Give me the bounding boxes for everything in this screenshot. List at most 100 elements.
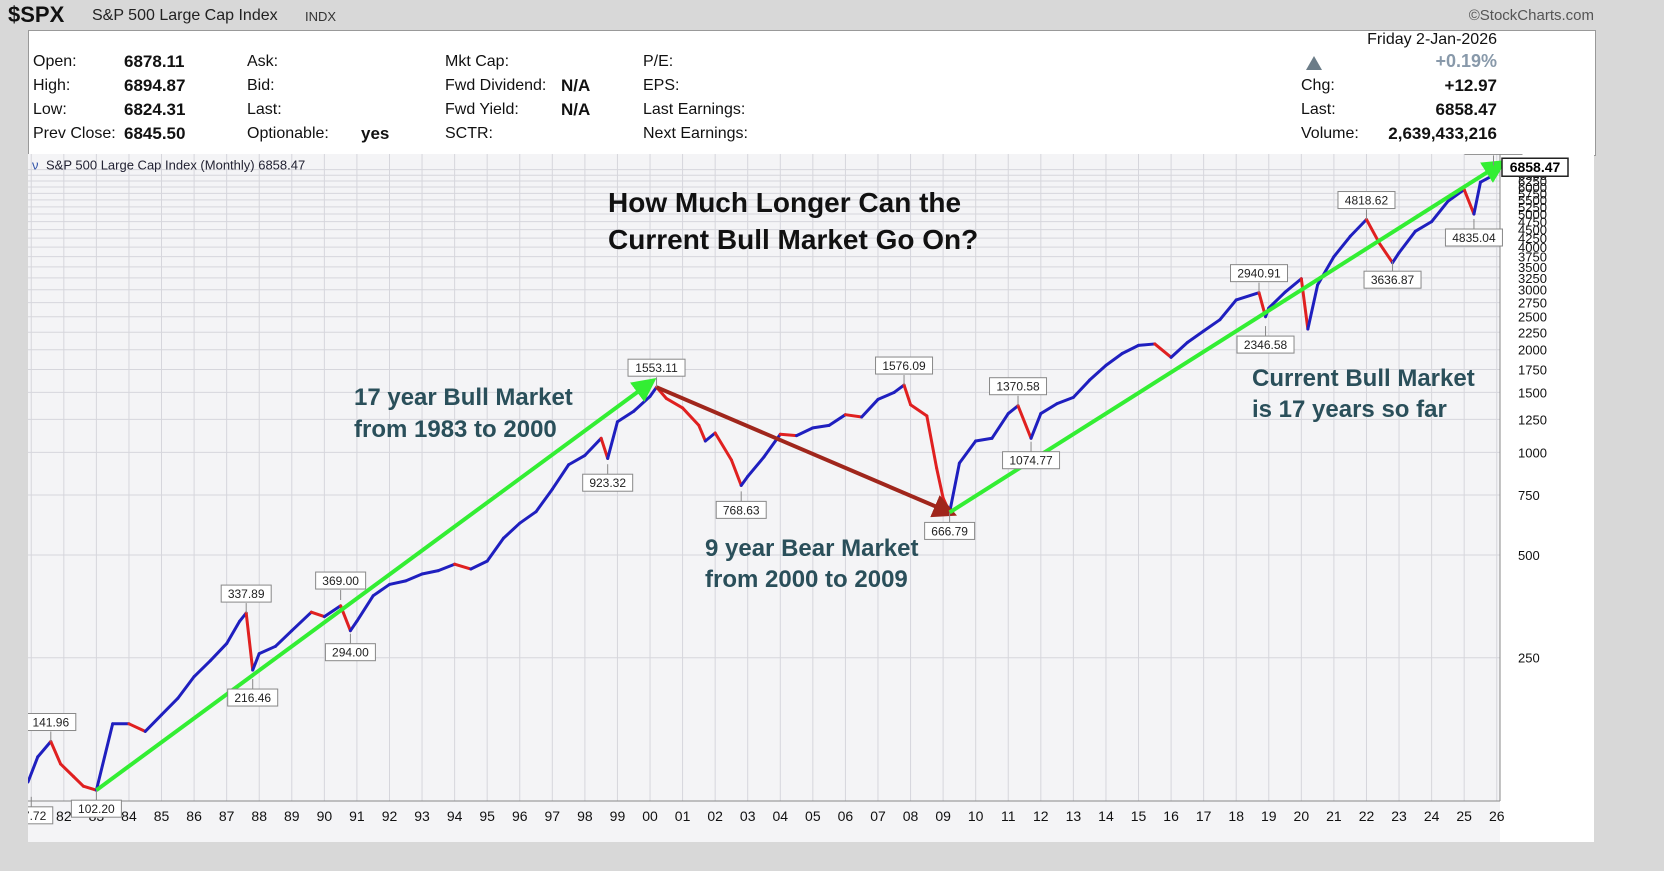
high-value: 6894.87 bbox=[124, 76, 186, 95]
x-tick-label: 85 bbox=[154, 808, 170, 824]
quote-panel: Open: 6878.11 High: 6894.87 Low: 6824.31… bbox=[28, 30, 1596, 156]
callout: 2346.58 bbox=[1236, 326, 1295, 354]
callout: 102.20 bbox=[70, 790, 122, 818]
callout-label: 97.72 bbox=[28, 809, 47, 823]
chart-area: 250 500 750 1000 1250 1500 1750 2000 2250 2500 275… bbox=[9, 136, 1594, 842]
x-tick-label: 11 bbox=[1001, 808, 1016, 824]
callout-box bbox=[1230, 264, 1289, 283]
price-segment bbox=[1153, 342, 1173, 359]
callout-label: 337.89 bbox=[228, 587, 265, 601]
x-tick-label: 12 bbox=[1033, 808, 1049, 824]
price-segment bbox=[892, 383, 906, 394]
x-tick-label: 98 bbox=[577, 808, 593, 824]
price-segment bbox=[843, 413, 864, 419]
change-percent: +0.19% bbox=[1435, 51, 1497, 71]
price-segment bbox=[420, 569, 440, 576]
callout-label: 1576.09 bbox=[882, 359, 926, 373]
price-segment bbox=[567, 453, 587, 467]
price-segment bbox=[583, 436, 603, 457]
trend-line-bull-1983-2000 bbox=[95, 378, 657, 792]
callout-label: 1074.77 bbox=[1009, 454, 1053, 468]
last-label: Last: bbox=[247, 101, 282, 118]
price-segment bbox=[36, 740, 53, 759]
y-tick-label: 3250 bbox=[1518, 271, 1547, 286]
x-tick-label: 19 bbox=[1261, 808, 1277, 824]
x-tick-label: 91 bbox=[349, 808, 365, 824]
callout-label: 1370.58 bbox=[996, 380, 1040, 394]
price-segment bbox=[909, 403, 929, 418]
y-tick-label: 6000 bbox=[1518, 180, 1547, 195]
price-segment bbox=[811, 423, 831, 430]
y-tick-label: 1750 bbox=[1518, 363, 1547, 378]
callout-label: 102.20 bbox=[78, 802, 115, 816]
price-segment bbox=[1137, 342, 1157, 347]
callout-box bbox=[924, 521, 976, 540]
last-price-box bbox=[1501, 157, 1569, 177]
callout: 141.96 bbox=[25, 713, 77, 742]
y-tick-label: 6250 bbox=[1518, 174, 1547, 189]
optionable-label: Optionable: bbox=[247, 125, 329, 142]
x-tick-label: 07 bbox=[870, 808, 886, 824]
x-tick-label: 13 bbox=[1066, 808, 1082, 824]
y-tick-label: 5750 bbox=[1518, 186, 1547, 201]
x-tick-label: 06 bbox=[838, 808, 854, 824]
callout-label: 4818.62 bbox=[1345, 194, 1389, 208]
price-segment bbox=[436, 562, 457, 573]
price-segment bbox=[990, 412, 1010, 440]
x-tick-label: 89 bbox=[284, 808, 300, 824]
chart-icon: ν bbox=[32, 158, 39, 173]
fwd-dividend-value: N/A bbox=[561, 76, 591, 95]
x-tick-label: 23 bbox=[1391, 808, 1407, 824]
y-tick-label: 3500 bbox=[1518, 260, 1547, 275]
high-label: High: bbox=[33, 77, 71, 94]
bull1-annotation-line1: 17 year Bull Market bbox=[354, 384, 573, 411]
price-segment bbox=[1039, 402, 1059, 416]
callout-label: 216.46 bbox=[234, 691, 271, 705]
y-tick-label: 500 bbox=[1518, 548, 1540, 563]
price-segment bbox=[606, 420, 619, 460]
price-segment bbox=[404, 572, 424, 583]
chart-header: $SPX S&P 500 Large Cap Index INDX ©Stock… bbox=[0, 0, 1664, 30]
price-segment bbox=[225, 619, 242, 646]
y-tick-label: 2250 bbox=[1518, 325, 1547, 340]
prev-close-value: 6845.50 bbox=[124, 124, 186, 143]
y-tick-label: 250 bbox=[1518, 651, 1540, 666]
x-tick-label: 16 bbox=[1163, 808, 1179, 824]
low-value: 6824.31 bbox=[124, 100, 186, 119]
bull1-annotation-line2: from 1983 to 2000 bbox=[354, 416, 557, 443]
callout: 923.32 bbox=[582, 464, 634, 492]
volume-label: Volume: bbox=[1301, 125, 1359, 142]
next-earnings-label: Next Earnings: bbox=[643, 125, 748, 142]
price-segment bbox=[664, 396, 685, 410]
x-tick-label: 90 bbox=[317, 808, 333, 824]
price-segment bbox=[208, 642, 229, 663]
callout-box bbox=[220, 584, 272, 603]
price-segment bbox=[257, 644, 278, 656]
price-segment bbox=[1462, 188, 1476, 216]
price-segment bbox=[322, 604, 343, 619]
price-segment bbox=[143, 713, 164, 733]
callout-box bbox=[627, 358, 686, 377]
last-earnings-label: Last Earnings: bbox=[643, 101, 746, 118]
callout: 666.79 bbox=[924, 512, 976, 540]
open-label: Open: bbox=[33, 53, 77, 70]
y-tick-label: 4500 bbox=[1518, 223, 1547, 238]
callout: 337.89 bbox=[220, 584, 272, 614]
x-tick-label: 88 bbox=[251, 808, 267, 824]
ask-label: Ask: bbox=[247, 53, 279, 70]
x-tick-label: 17 bbox=[1196, 808, 1212, 824]
prev-close-label: Prev Close: bbox=[33, 125, 116, 142]
price-segment bbox=[1055, 395, 1075, 406]
callout-label: 666.79 bbox=[931, 524, 968, 538]
price-segment bbox=[251, 652, 261, 672]
price-segment bbox=[827, 413, 847, 427]
x-tick-label: 99 bbox=[610, 808, 626, 824]
callout-label: 369.00 bbox=[322, 574, 359, 588]
x-tick-label: 05 bbox=[805, 808, 821, 824]
callout: 4835.04 bbox=[1444, 219, 1503, 247]
optionable-value: yes bbox=[361, 124, 390, 143]
price-segment bbox=[244, 611, 255, 672]
y-tick-label: 2750 bbox=[1518, 296, 1547, 311]
low-label: Low: bbox=[33, 101, 67, 118]
price-segment bbox=[1218, 298, 1238, 322]
